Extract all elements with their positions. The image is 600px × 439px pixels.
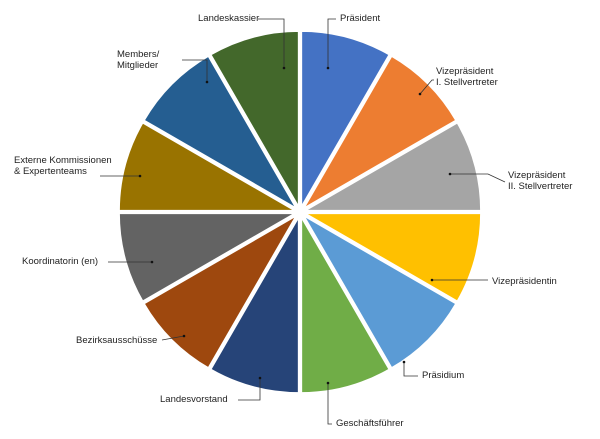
- leader-praesidium: [403, 362, 418, 377]
- leader-praesident: [327, 18, 336, 68]
- label-landesvorstand: Landesvorstand: [160, 394, 228, 405]
- leader-dot-koordinatorin: [150, 260, 154, 264]
- leader-bezirksausschuesse: [161, 335, 185, 341]
- slice-landesvorstand: [208, 210, 301, 395]
- leader-dot-vizepraesidentin: [430, 278, 434, 282]
- pie-slices: [117, 29, 483, 395]
- label-line: Geschäftsführer: [336, 418, 404, 429]
- label-members: Members/Mitglieder: [117, 49, 160, 71]
- leader-members: [182, 59, 208, 82]
- label-line: Koordinatorin (en): [22, 256, 98, 267]
- label-line: Bezirksausschüsse: [76, 335, 157, 346]
- leader-vizepraesident-2: [450, 173, 506, 183]
- slice-koordinatorin: [117, 211, 302, 304]
- label-line: & Expertenteams: [14, 166, 87, 177]
- slice-bezirksausschuesse: [141, 211, 301, 371]
- label-line: Vizepräsidentin: [492, 276, 557, 287]
- slice-geschaeftsfuehrer: [299, 210, 392, 395]
- label-line: Landesvorstand: [160, 394, 228, 405]
- leader-dot-vizepraesident-1: [418, 92, 422, 96]
- leader-dot-landeskassier: [282, 66, 286, 70]
- label-line: I. Stellvertreter: [436, 77, 498, 88]
- label-vizepraesidentin: Vizepräsidentin: [492, 276, 557, 287]
- leader-dot-members: [205, 80, 209, 84]
- leader-vizepraesident-1: [419, 79, 434, 95]
- label-line: Members/: [117, 49, 160, 60]
- label-line: Landeskassier: [198, 13, 259, 24]
- leader-dot-landesvorstand: [258, 376, 262, 380]
- slice-externe-kommissionen: [117, 120, 302, 213]
- label-line: Mitglieder: [117, 60, 158, 71]
- label-geschaeftsfuehrer: Geschäftsführer: [336, 418, 404, 429]
- label-line: II. Stellvertreter: [508, 181, 572, 192]
- slice-praesidium: [299, 211, 459, 371]
- leader-landesvorstand: [238, 378, 261, 401]
- label-koordinatorin: Koordinatorin (en): [22, 256, 98, 267]
- label-line: Präsidium: [422, 370, 464, 381]
- label-praesident: Präsident: [340, 13, 380, 24]
- slice-landeskassier: [208, 29, 301, 214]
- label-line: Externe Kommissionen: [14, 155, 112, 166]
- label-leaders: [100, 18, 506, 425]
- leader-dot-praesidium: [402, 360, 406, 364]
- leader-dot-externe-kommissionen: [138, 174, 142, 178]
- label-praesidium: Präsidium: [422, 370, 464, 381]
- slice-vizepraesident-1: [299, 53, 459, 213]
- leader-landeskassier: [258, 18, 285, 68]
- leader-dot-praesident: [326, 66, 330, 70]
- slice-members: [141, 53, 301, 213]
- label-line: Vizepräsident: [508, 170, 566, 181]
- label-bezirksausschuesse: Bezirksausschüsse: [76, 335, 157, 346]
- leader-dot-geschaeftsfuehrer: [326, 381, 330, 385]
- label-landeskassier: Landeskassier: [198, 13, 259, 24]
- label-line: Vizepräsident: [436, 66, 494, 77]
- label-line: Präsident: [340, 13, 380, 24]
- leader-dot-vizepraesident-2: [448, 172, 452, 176]
- label-externe-kommissionen: Externe Kommissionen & Expertenteams: [14, 155, 112, 177]
- slice-praesident: [299, 29, 392, 214]
- slice-vizepraesident-2: [298, 120, 483, 213]
- leader-dot-bezirksausschuesse: [182, 334, 186, 338]
- label-vizepraesident-2: Vizepräsident II. Stellvertreter: [508, 170, 572, 192]
- leader-geschaeftsfuehrer: [327, 383, 332, 425]
- label-vizepraesident-1: Vizepräsident I. Stellvertreter: [436, 66, 498, 88]
